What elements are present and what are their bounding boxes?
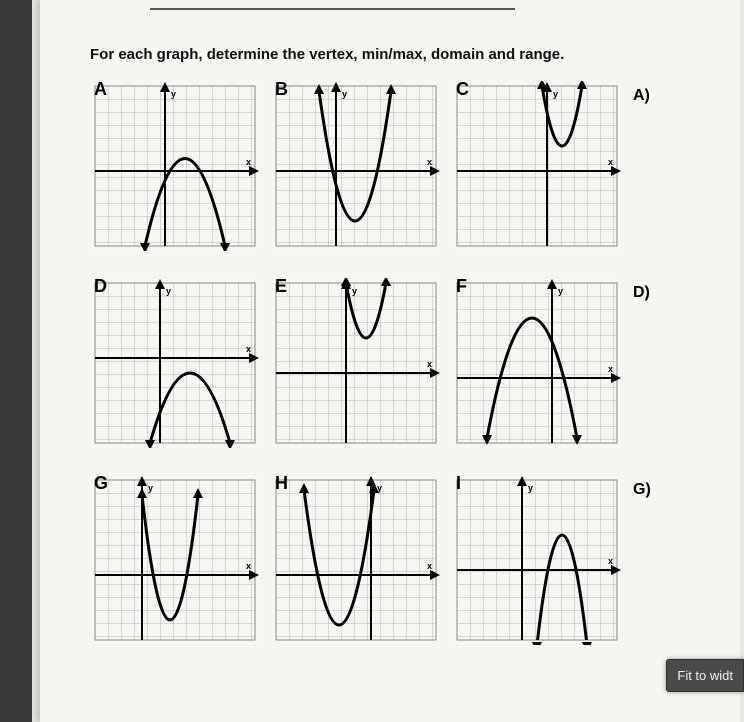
svg-text:x: x [246, 561, 251, 571]
graph-d: D y x [90, 278, 265, 453]
graph-grid: A y x B y x C y [90, 81, 720, 650]
svg-text:x: x [246, 157, 251, 167]
graph-e: E y x [271, 278, 446, 453]
svg-text:y: y [528, 483, 533, 493]
svg-text:x: x [427, 157, 432, 167]
row-label-a: A) [633, 81, 703, 105]
page-container: For each graph, determine the vertex, mi… [32, 0, 744, 722]
graph-b: B y x [271, 81, 446, 256]
svg-text:y: y [553, 89, 558, 99]
svg-text:y: y [342, 89, 347, 99]
row-label-d: D) [633, 278, 703, 302]
graph-h: H y x [271, 475, 446, 650]
graph-f: F y x [452, 278, 627, 453]
fit-to-width-button[interactable]: Fit to widt [666, 659, 744, 692]
graph-c: C y x [452, 81, 627, 256]
graph-a: A y x [90, 81, 265, 256]
svg-text:x: x [608, 157, 613, 167]
svg-text:y: y [148, 483, 153, 493]
svg-text:y: y [171, 89, 176, 99]
graph-i: I y x [452, 475, 627, 650]
svg-text:y: y [166, 286, 171, 296]
question-text: For each graph, determine the vertex, mi… [90, 46, 720, 63]
top-rule [150, 8, 515, 10]
svg-text:y: y [352, 286, 357, 296]
svg-text:x: x [608, 556, 613, 566]
svg-text:y: y [558, 286, 563, 296]
svg-text:x: x [246, 344, 251, 354]
graph-g: G y x [90, 475, 265, 650]
svg-text:x: x [608, 364, 613, 374]
fit-to-width-label: Fit to widt [677, 668, 733, 683]
svg-text:x: x [427, 561, 432, 571]
svg-text:x: x [427, 359, 432, 369]
row-label-g: G) [633, 475, 703, 499]
viewer-left-bar [0, 0, 32, 722]
worksheet-sheet: For each graph, determine the vertex, mi… [40, 0, 740, 722]
